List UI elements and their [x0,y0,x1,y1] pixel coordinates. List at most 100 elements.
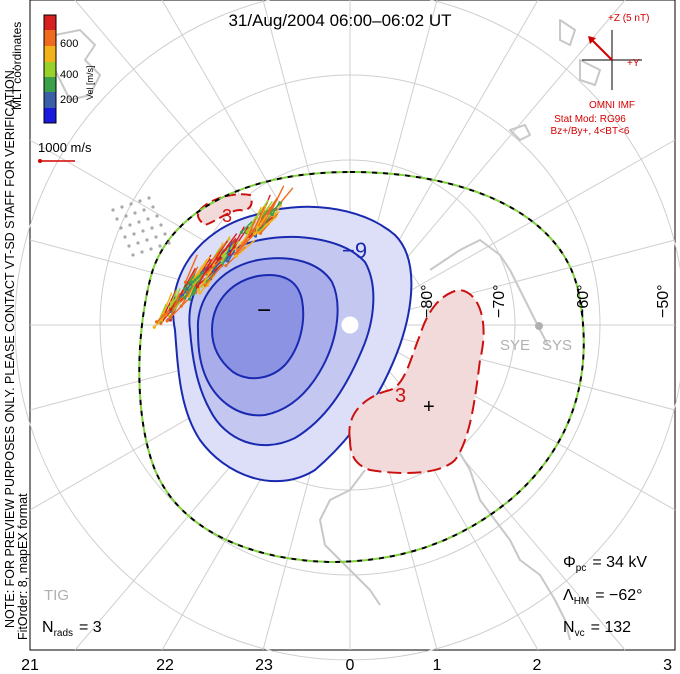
contour-label-minus9: −9 [342,238,367,263]
velocity-vector [170,281,190,310]
velocity-vector [195,256,211,279]
velocity-vectors [152,185,294,329]
velocity-vector [184,274,196,290]
velocity-vector [227,241,233,254]
colorbar-swatch-5 [44,77,56,92]
radar-grid-dot [132,232,136,236]
mlt-axis: 21 22 23 0 1 2 3 [21,657,672,674]
velocity-vector [252,206,265,232]
imf-vector [589,37,613,61]
velocity-vector-origin [183,287,187,291]
velocity-vector [236,231,256,254]
velocity-vector [256,204,267,228]
radar-grid-dot [124,214,128,218]
mlt-tick-3: 3 [663,657,672,674]
radar-grid-dot [167,241,171,245]
radar-grid-dot [141,229,145,233]
potential-minimum-symbol: − [257,297,271,324]
velocity-vector [246,215,258,232]
velocity-vector-origin [187,297,192,301]
radar-grid-dot [123,235,127,239]
velocity-vector [212,261,222,272]
velocity-vector-origin [254,216,259,220]
colorbar-swatch-7 [44,108,56,123]
velocity-vector-origin [198,291,202,295]
velocity-vector [269,201,283,214]
radar-grid-dot [158,244,162,248]
radar-grid-dot [120,205,124,209]
potential-maximum-symbol: + [423,396,435,418]
velocity-vector-origin [239,230,244,235]
radar-grid-dot [111,208,115,212]
colorbar-swatch-3 [44,46,56,62]
station-label-sys: SYS [542,337,572,354]
radar-grid-dot [129,202,133,206]
radar-grid-dot [163,232,167,236]
velocity-vector-origin [152,325,156,329]
colorbar-swatch-6 [44,92,56,108]
n-vc: Nvc = 132 [563,619,631,639]
radar-grid-dot [147,196,151,200]
velocity-vector [162,289,177,318]
colorbar-tick-600: 600 [60,38,78,50]
imf-clock: +Z (5 nT) +Y OMNI IMF Stat Mod: RG96 Bz+… [551,13,650,137]
colorbar-swatch-2 [44,30,56,46]
radar-stations: SYE SYS TIG [44,322,572,604]
radar-grid-dot [142,208,146,212]
radar-grid-dot [145,238,149,242]
velocity-vector [192,258,208,281]
velocity-vector [197,268,214,291]
velocity-vector [204,264,224,286]
velocity-vector-origin [209,264,213,269]
velocity-vector-origin [154,320,159,324]
latitude-label-50: −50° [655,284,672,318]
n-rads: Nrads = 3 [42,619,102,639]
stat-model: Stat Mod: RG96 [554,114,626,125]
radar-grid-dot [137,220,141,224]
velocity-vector [199,274,216,294]
velocity-vector-origin [224,264,228,268]
velocity-vector [191,271,204,283]
radar-grid-dot [127,244,131,248]
radar-grid-dots [111,196,171,257]
latitude-label-70: −70° [491,284,508,318]
velocity-vector [240,220,253,233]
heppner-maynard-boundary [138,170,585,564]
velocity-vector [172,288,181,306]
preview-watermark: NOTE: FOR PREVIEW PURPOSES ONLY. PLEASE … [3,67,17,628]
velocity-vector-origin [196,288,200,292]
velocity-vector [184,284,194,298]
velocity-vector-origin [165,319,169,323]
velocity-vector [169,292,181,318]
phi-pc: Φpc = 34 kV [563,554,647,574]
colorbar-unit-label: Vel [m/s] [85,65,95,100]
velocity-vector [260,200,273,218]
contour-label-3-dawn: 3 [222,206,232,226]
radar-grid-dot [146,217,150,221]
contour-label-3-dusk: 3 [395,385,406,407]
scale-vector [38,159,75,163]
lambda-hm: ΛHM = −62° [563,587,643,607]
radar-grid-dot [154,235,158,239]
radar-grid-dot [115,217,119,221]
velocity-vector-origin [258,231,263,235]
velocity-vector-origin [256,231,260,235]
station-label-tig: TIG [44,587,69,604]
colorbar-tick-200: 200 [60,94,78,106]
velocity-vector-origin [253,232,257,236]
radar-grid-dot [136,241,140,245]
colorbar-tick-400: 400 [60,69,78,81]
imf-y-label: +Y [627,58,640,69]
velocity-vector [255,199,269,219]
mlt-tick-1: 1 [433,657,442,674]
imf-z-label: +Z (5 nT) [608,13,649,24]
positive-potential-cells [196,193,485,474]
velocity-vector [201,257,224,278]
velocity-vector-origin [190,280,194,284]
velocity-vector [235,239,256,258]
velocity-vector [196,258,213,288]
radar-grid-dot [140,250,144,254]
velocity-vector-origin [270,213,274,217]
velocity-vector-origin [234,254,238,259]
velocity-vector [227,249,236,262]
